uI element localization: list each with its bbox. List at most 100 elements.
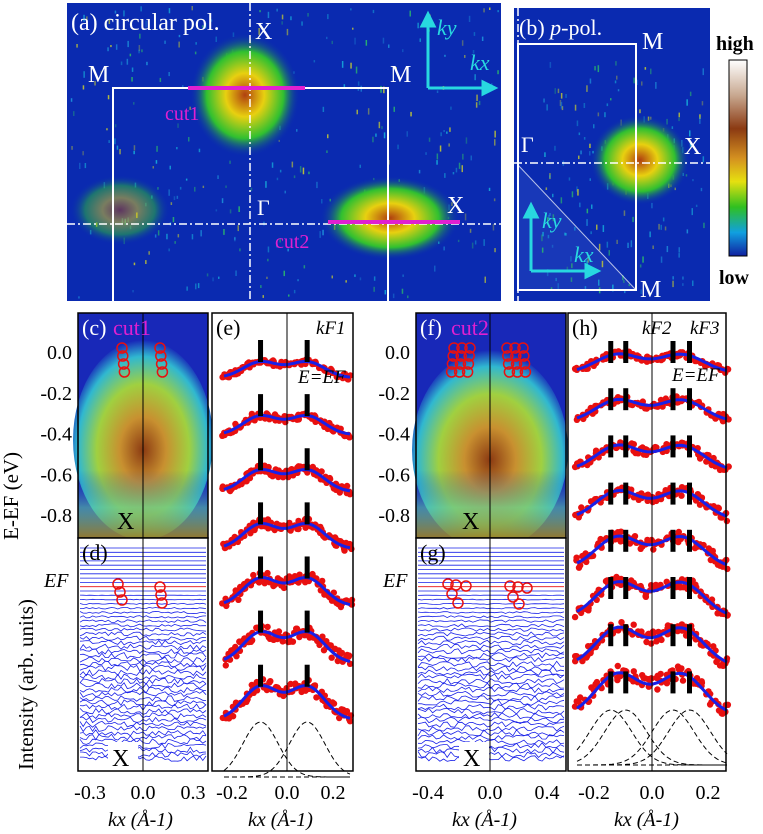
- fermi-circle: [463, 350, 475, 362]
- mdc-point: [648, 640, 655, 647]
- kf-marker: [670, 624, 676, 647]
- noise-speck: [589, 143, 591, 148]
- noise-speck: [71, 146, 73, 150]
- spectrum-line: [417, 678, 565, 685]
- noise-speck: [350, 8, 352, 11]
- panel-a-x-right: X: [447, 193, 464, 219]
- panel-a-axis-arrows: [419, 10, 499, 97]
- noise-speck: [642, 256, 644, 263]
- fermi-circle: [510, 350, 522, 362]
- noise-speck: [584, 286, 587, 289]
- noise-speck: [543, 98, 545, 103]
- noise-speck: [546, 269, 549, 277]
- noise-speck: [587, 256, 590, 263]
- noise-speck: [589, 178, 591, 181]
- noise-speck: [639, 109, 641, 114]
- kf-marker: [623, 435, 629, 458]
- noise-speck: [458, 162, 461, 169]
- noise-speck: [154, 234, 157, 238]
- mdc-point: [626, 540, 634, 547]
- noise-speck: [234, 237, 236, 242]
- noise-speck: [672, 276, 674, 280]
- noise-speck: [598, 243, 601, 251]
- panel-g-lines: [417, 547, 565, 762]
- noise-speck: [464, 213, 467, 221]
- panel-a-cut2-label: cut2: [275, 231, 309, 253]
- noise-speck: [583, 103, 586, 108]
- noise-speck: [446, 131, 448, 134]
- spectrum-line: [417, 729, 565, 737]
- noise-speck: [133, 150, 135, 155]
- noise-speck: [597, 65, 600, 73]
- noise-speck: [178, 34, 181, 38]
- noise-speck: [182, 85, 184, 89]
- noise-speck: [541, 234, 543, 242]
- noise-speck: [108, 140, 110, 143]
- noise-speck: [497, 70, 499, 75]
- spectrum-line: [417, 695, 565, 702]
- kf-marker: [623, 482, 629, 505]
- noise-speck: [168, 72, 170, 77]
- noise-speck: [299, 166, 302, 173]
- noise-speck: [410, 111, 412, 117]
- mdc-point: [571, 613, 579, 621]
- mdc-point: [630, 441, 637, 448]
- noise-speck: [602, 225, 605, 232]
- fermi-circle: [154, 342, 166, 354]
- noise-speck: [418, 169, 421, 174]
- noise-speck: [678, 117, 680, 122]
- noise-speck: [464, 55, 466, 58]
- noise-speck: [393, 106, 395, 112]
- noise-speck: [443, 246, 445, 251]
- mdc-point: [318, 468, 325, 475]
- noise-speck: [352, 27, 354, 30]
- noise-speck: [616, 239, 618, 244]
- energy-tick-label: -0.6: [40, 464, 72, 486]
- energy-tick-label: -0.8: [40, 505, 72, 527]
- x-axis-label-c: kx (Å-1): [108, 809, 173, 831]
- panel-b-gamma: Γ: [521, 132, 534, 157]
- noise-speck: [650, 68, 652, 75]
- noise-speck: [672, 280, 674, 288]
- x-tick-label: 0.2: [321, 782, 346, 804]
- mdc-point: [286, 519, 293, 527]
- mdc-point: [274, 575, 282, 582]
- noise-speck: [658, 223, 660, 230]
- noise-speck: [474, 240, 477, 245]
- x-tick-label: -0.3: [74, 782, 106, 804]
- mdc-point: [638, 628, 645, 635]
- spectrum-line: [417, 623, 565, 628]
- mdc-point: [286, 638, 294, 645]
- fermi-circle: [461, 366, 474, 378]
- noise-speck: [177, 234, 180, 238]
- mdc-point: [345, 653, 352, 660]
- noise-speck: [215, 209, 218, 212]
- noise-speck: [229, 209, 232, 214]
- noise-speck: [157, 230, 160, 236]
- noise-speck: [604, 112, 606, 118]
- mdc-point: [583, 558, 590, 566]
- noise-speck: [250, 187, 253, 191]
- noise-speck: [201, 25, 204, 28]
- noise-speck: [549, 173, 551, 180]
- noise-speck: [682, 283, 684, 286]
- noise-speck: [494, 248, 496, 253]
- noise-speck: [185, 178, 188, 181]
- noise-speck: [678, 253, 680, 258]
- noise-speck: [589, 151, 591, 156]
- noise-speck: [586, 219, 588, 226]
- noise-speck: [561, 106, 564, 111]
- x-tick-label: -0.2: [578, 782, 610, 804]
- fermi-circle: [446, 358, 459, 370]
- fermi-circle: [112, 578, 124, 590]
- noise-speck: [350, 62, 352, 69]
- noise-speck: [425, 152, 427, 155]
- noise-speck: [132, 290, 134, 293]
- panel-b-axis-arrows: [522, 201, 602, 280]
- noise-speck: [546, 104, 548, 111]
- noise-speck: [571, 263, 573, 269]
- fermi-circle: [462, 358, 475, 370]
- noise-speck: [297, 279, 299, 282]
- kf-marker: [670, 388, 676, 411]
